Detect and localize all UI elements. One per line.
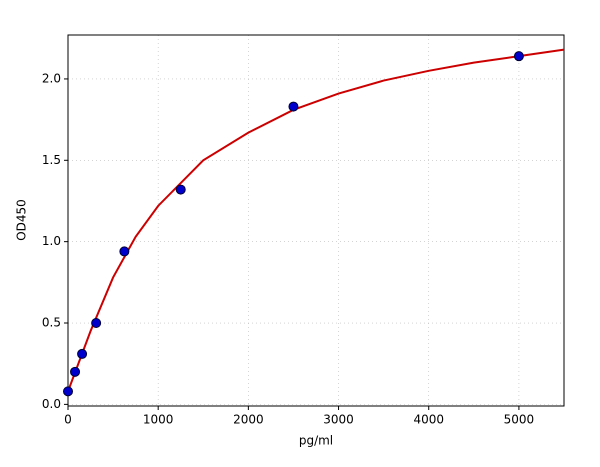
fit-curve <box>67 48 565 392</box>
data-point <box>288 101 299 112</box>
x-tick-label: 5000 <box>504 413 535 427</box>
y-tick-label: 1.0 <box>42 234 61 248</box>
y-tick-label: 0.0 <box>42 397 61 411</box>
data-point <box>175 184 186 195</box>
data-point <box>70 366 81 377</box>
data-point <box>513 51 524 62</box>
y-tick-label: 2.0 <box>42 71 61 85</box>
data-point <box>63 386 73 397</box>
x-tick-label: 2000 <box>233 413 264 427</box>
x-axis-label: pg/ml <box>299 434 333 448</box>
x-tick-label: 3000 <box>323 413 354 427</box>
data-point <box>119 246 130 257</box>
y-tick-label: 0.5 <box>42 316 61 330</box>
x-tick-label: 1000 <box>143 413 174 427</box>
data-point <box>91 318 102 329</box>
x-tick-label: 4000 <box>413 413 444 427</box>
plot-frame <box>67 34 565 407</box>
y-axis-label: OD450 <box>15 199 29 241</box>
data-point <box>77 348 88 359</box>
x-tick-label: 0 <box>64 413 72 427</box>
y-tick-label: 1.5 <box>42 153 61 167</box>
